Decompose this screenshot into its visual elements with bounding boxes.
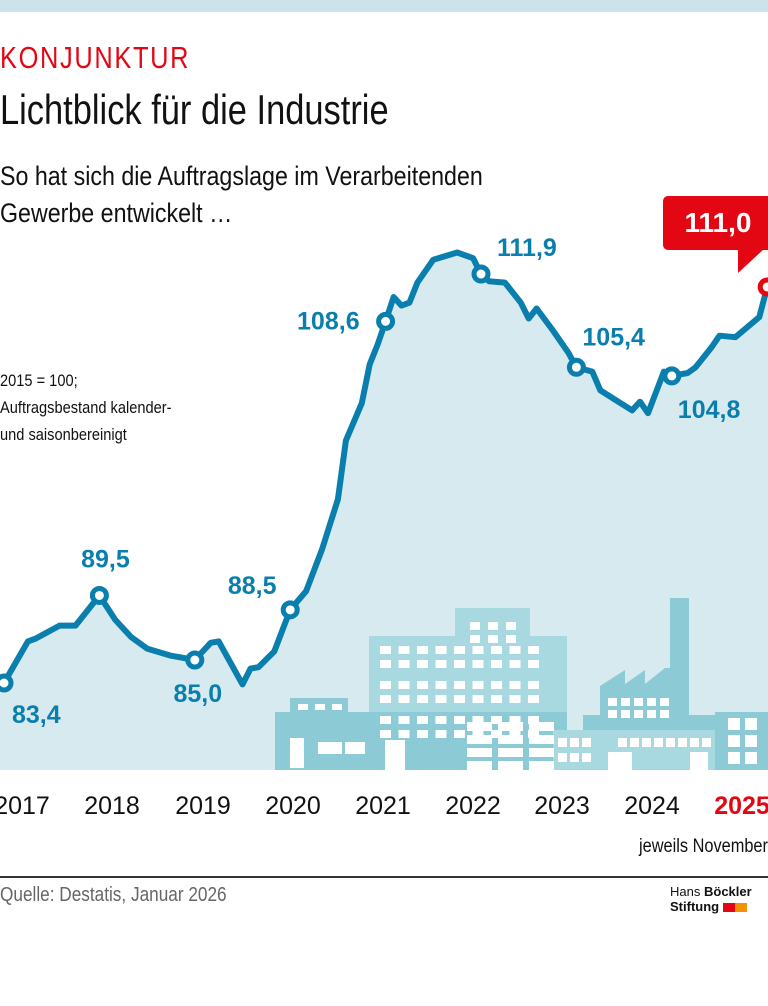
data-label: 89,5 bbox=[81, 545, 130, 573]
data-label: 104,8 bbox=[678, 396, 741, 424]
data-point-marker bbox=[89, 585, 109, 605]
data-point-marker bbox=[0, 673, 14, 693]
buildings-illustration bbox=[275, 598, 768, 770]
logo-text-stiftung: Stiftung bbox=[670, 899, 720, 914]
x-tick-2017: 2017 bbox=[0, 792, 50, 820]
subtitle-line-1: So hat sich die Auftragslage im Verarbei… bbox=[0, 161, 483, 191]
data-point-marker bbox=[280, 600, 300, 620]
data-label: 105,4 bbox=[582, 323, 645, 351]
note-line-2: Auftragsbestand kalender- bbox=[0, 398, 172, 417]
data-label: 88,5 bbox=[228, 572, 277, 600]
x-axis-label: jeweils November bbox=[639, 836, 768, 857]
data-point-marker bbox=[376, 311, 396, 331]
callout-tail bbox=[738, 249, 764, 273]
data-point-marker bbox=[662, 366, 682, 386]
logo-text-hans: Hans bbox=[670, 884, 701, 899]
x-tick-2018: 2018 bbox=[84, 792, 140, 820]
logo-red-square bbox=[722, 903, 735, 913]
index-note: 2015 = 100; Auftragsbestand kalender- un… bbox=[0, 367, 171, 448]
subtitle: So hat sich die Auftragslage im Verarbei… bbox=[0, 158, 483, 232]
data-label: 108,6 bbox=[297, 307, 360, 335]
top-band bbox=[0, 0, 768, 12]
series-line bbox=[1, 249, 768, 688]
x-tick-2022: 2022 bbox=[445, 792, 501, 820]
subtitle-line-2: Gewerbe entwickelt … bbox=[0, 198, 233, 228]
latest-value-callout: 111,0 bbox=[663, 196, 768, 250]
logo-orange-square bbox=[734, 903, 747, 913]
data-point-marker bbox=[757, 277, 768, 297]
chart-area-fill bbox=[0, 252, 768, 770]
x-tick-2021: 2021 bbox=[355, 792, 411, 820]
x-tick-2024: 2024 bbox=[624, 792, 680, 820]
hans-boeckler-logo: Hans Böckler Stiftung bbox=[670, 884, 752, 914]
data-point-marker bbox=[185, 650, 205, 670]
data-point-marker bbox=[471, 264, 491, 284]
x-tick-2023: 2023 bbox=[534, 792, 590, 820]
data-label: 111,9 bbox=[497, 234, 557, 262]
x-axis: 2017 2018 2019 2020 2021 2022 2023 2024 … bbox=[0, 792, 768, 820]
footer-divider bbox=[0, 876, 768, 878]
x-tick-2025: 2025 bbox=[714, 792, 768, 820]
data-label: 83,4 bbox=[12, 701, 61, 729]
kicker: KONJUNKTUR bbox=[0, 40, 191, 75]
logo-text-boeckler: Böckler bbox=[703, 884, 752, 899]
data-point-marker bbox=[566, 357, 586, 377]
note-line-3: und saisonbereinigt bbox=[0, 425, 127, 444]
source-note: Quelle: Destatis, Januar 2026 bbox=[0, 884, 227, 906]
x-tick-2020: 2020 bbox=[265, 792, 321, 820]
data-label: 85,0 bbox=[173, 680, 222, 708]
x-tick-2019: 2019 bbox=[175, 792, 231, 820]
page-title: Lichtblick für die Industrie bbox=[0, 86, 389, 133]
note-line-1: 2015 = 100; bbox=[0, 371, 78, 390]
